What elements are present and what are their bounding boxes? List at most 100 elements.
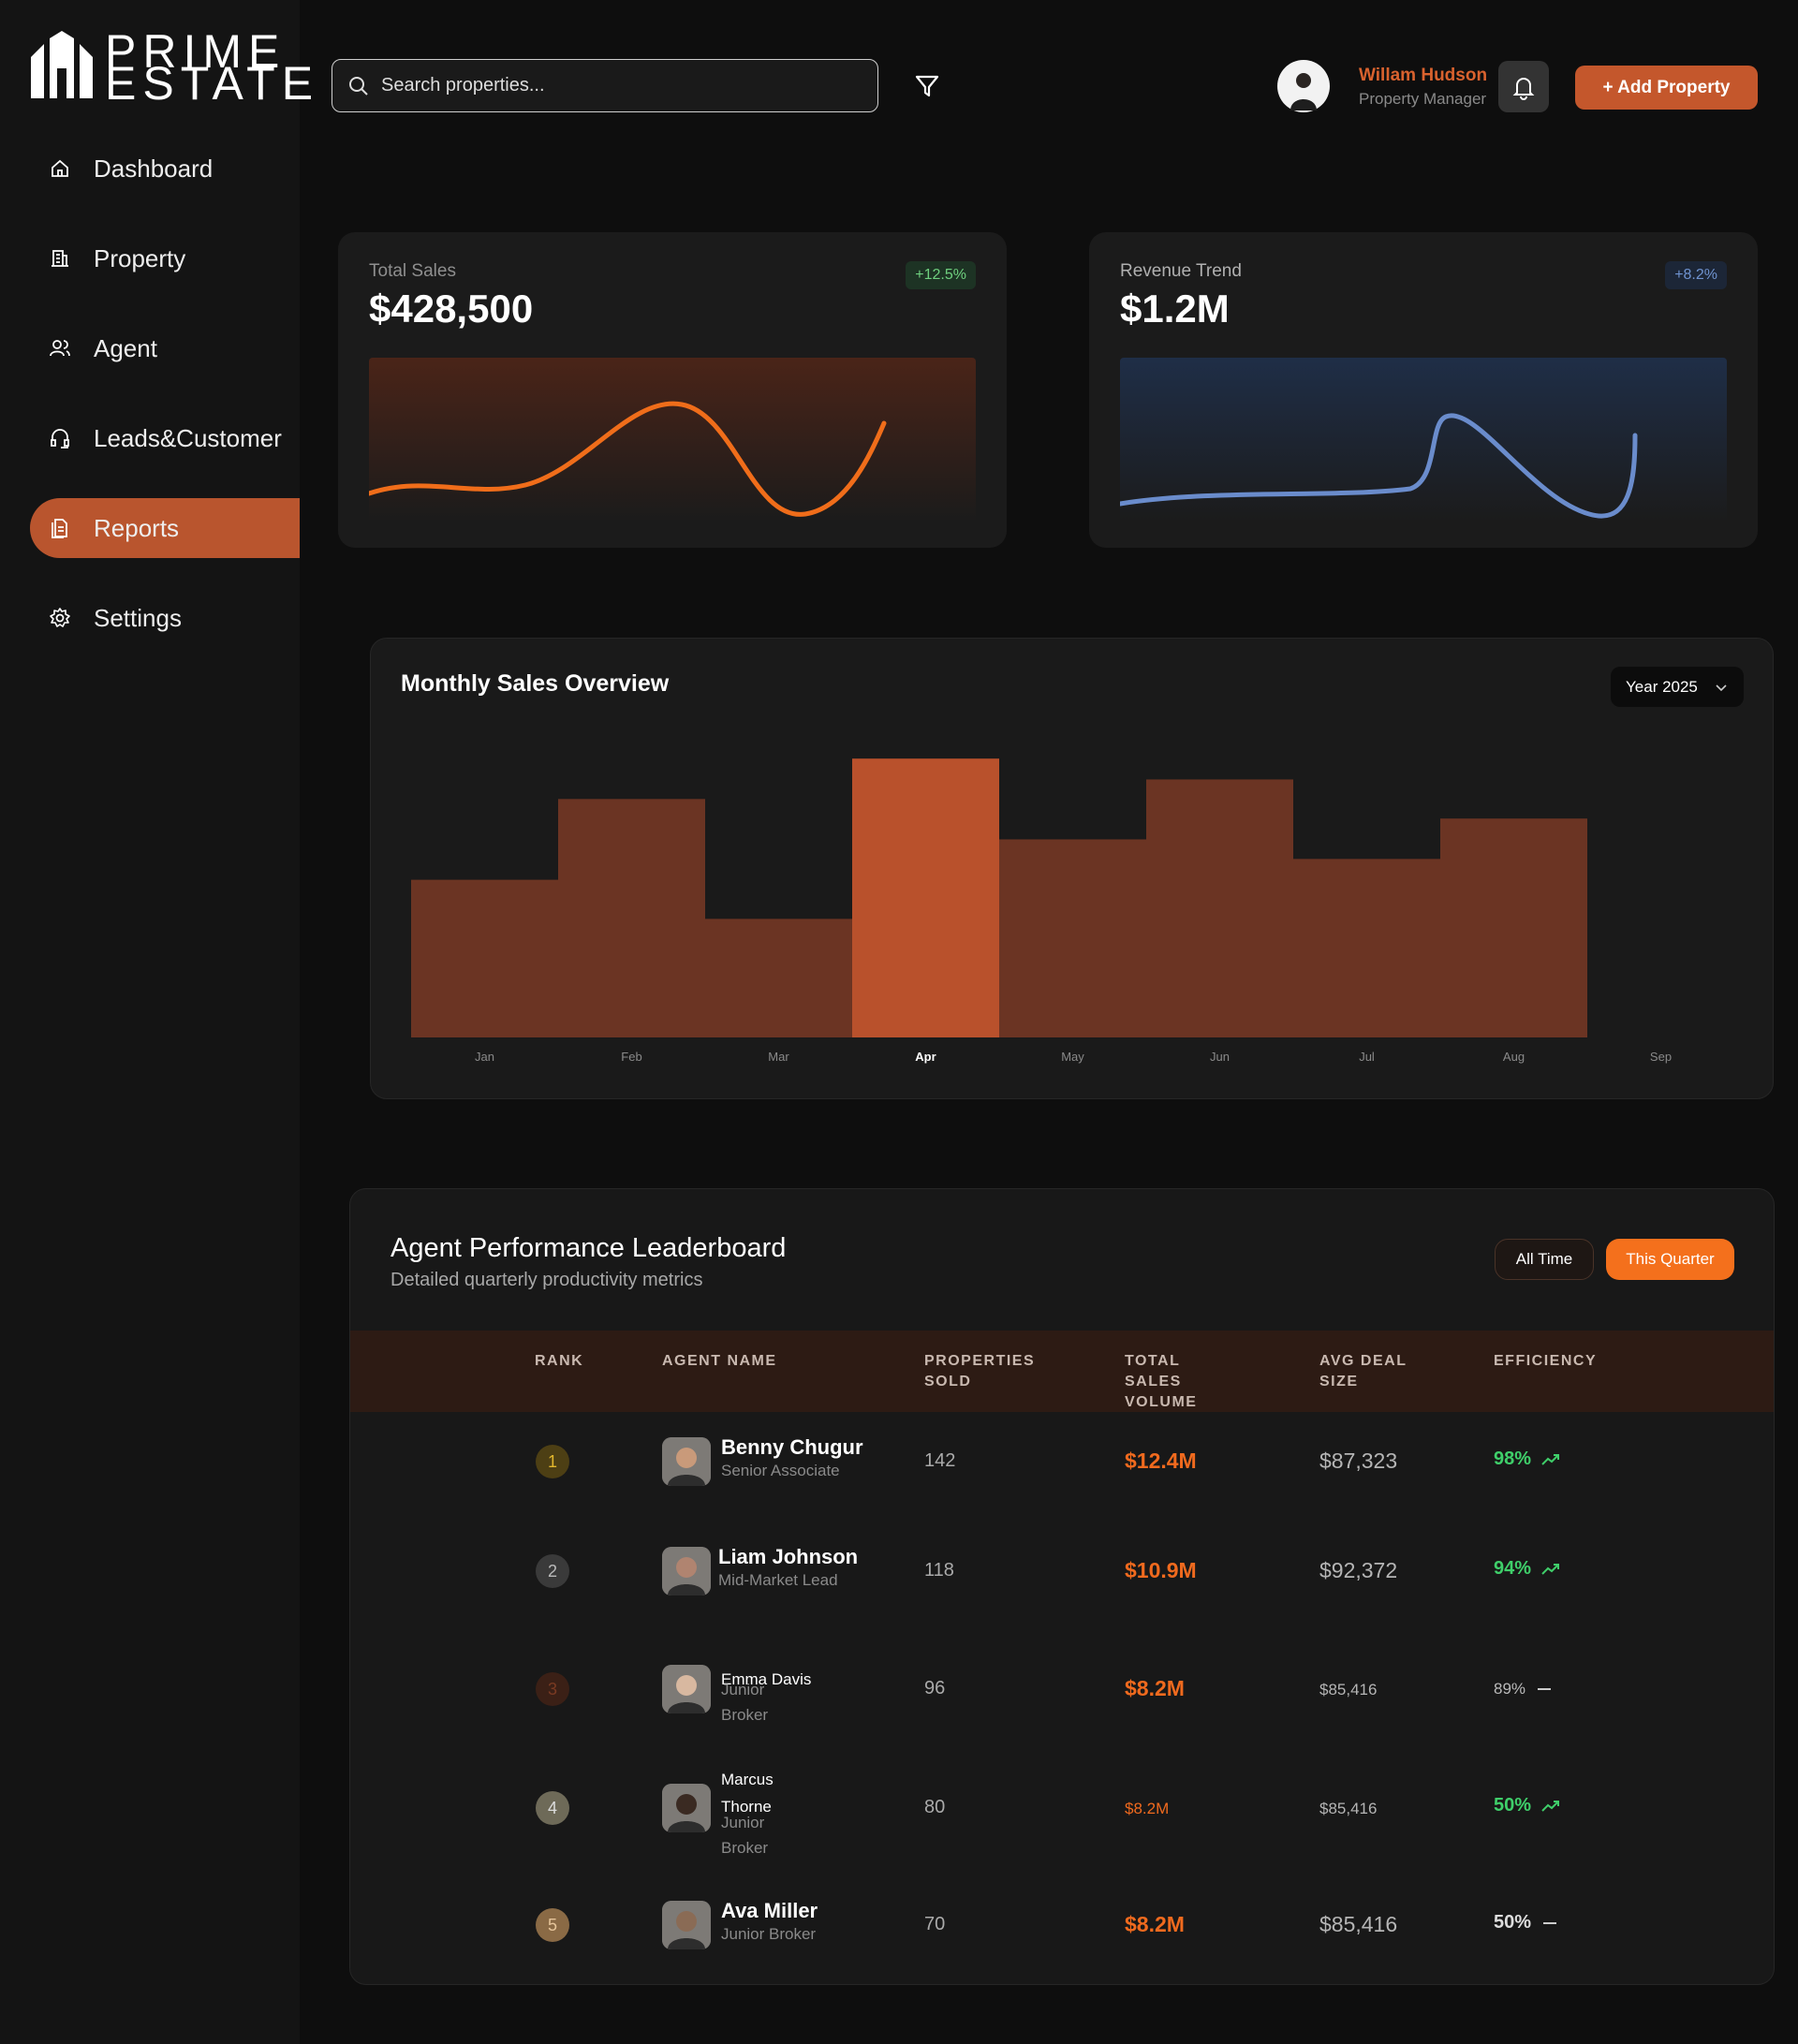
- agent-avatar: [662, 1784, 711, 1832]
- agent-role: Mid-Market Lead: [718, 1571, 838, 1589]
- agent-name: Liam Johnson: [718, 1545, 859, 1568]
- logo-mark: [31, 31, 93, 98]
- trend-flat-icon: [1543, 1921, 1557, 1924]
- nav-icon: [50, 340, 70, 357]
- properties-sold: 142: [924, 1450, 956, 1471]
- efficiency-value: 50%: [1494, 1912, 1532, 1933]
- bar-chart: Jan Feb Mar Apr May Jun Jul Aug Sep: [411, 758, 1672, 1064]
- agent-name: Ava Miller: [721, 1899, 818, 1922]
- period-select[interactable]: Year 2025: [1611, 667, 1744, 707]
- x-tick-label: Jul: [1359, 1050, 1375, 1064]
- filter-button[interactable]: All Time: [1495, 1239, 1594, 1280]
- brand-line: ESTATE: [105, 57, 320, 110]
- trend-flat-icon: [1538, 1688, 1552, 1690]
- bar: [852, 758, 999, 1037]
- properties-sold: 80: [924, 1797, 946, 1817]
- kpi-value: $1.2M: [1120, 287, 1230, 331]
- nav-label: Settings: [94, 603, 182, 632]
- nav-label: Leads&Customer: [94, 423, 282, 452]
- x-tick-label: Jan: [475, 1050, 494, 1064]
- chart-title: Monthly Sales Overview: [401, 670, 670, 697]
- sales-volume: $10.9M: [1125, 1558, 1197, 1582]
- agent-avatar: [662, 1547, 711, 1595]
- efficiency-value: 50%: [1494, 1795, 1532, 1816]
- avatar-photo: [662, 1901, 711, 1949]
- kpi-change: +12.5%: [906, 261, 976, 289]
- nav-label: Property: [94, 243, 186, 272]
- trend-up-icon: [1541, 1800, 1560, 1812]
- nav-label: Reports: [94, 513, 180, 542]
- avatar-photo: [662, 1437, 711, 1486]
- bar: [1293, 859, 1440, 1037]
- avg-deal: $85,416: [1319, 1681, 1378, 1698]
- nav-item[interactable]: Leads&Customer: [30, 408, 300, 468]
- user-role: Property Manager: [1359, 90, 1487, 108]
- user-name: Willam Hudson: [1359, 66, 1488, 85]
- rank-badge: 4: [536, 1791, 569, 1825]
- period-label: Year 2025: [1626, 677, 1698, 696]
- sales-volume: $8.2M: [1125, 1912, 1185, 1936]
- agent-role: Senior Associate: [721, 1462, 840, 1479]
- user-avatar[interactable]: [1277, 60, 1330, 112]
- bar: [705, 919, 852, 1037]
- table-header: [350, 1331, 1774, 1412]
- brand-line: PRIME: [105, 25, 287, 78]
- avg-deal: $85,416: [1319, 1912, 1398, 1936]
- sales-volume: $8.2M: [1125, 1800, 1170, 1817]
- search-placeholder: Search properties...: [381, 75, 545, 96]
- rank-badge: 1: [536, 1445, 569, 1478]
- avg-deal: $92,372: [1319, 1558, 1398, 1582]
- properties-sold: 118: [924, 1560, 954, 1581]
- properties-sold: 96: [924, 1678, 946, 1698]
- table-row: 5 Ava Miller Junior Broker 70 $8.2M $85,416 50…: [350, 1869, 1774, 1981]
- x-tick-label: Mar: [768, 1050, 789, 1064]
- agent-avatar: [662, 1901, 711, 1949]
- efficiency: 50%: [1494, 1795, 1561, 1816]
- nav-icon: [51, 429, 69, 449]
- filter-button[interactable]: This Quarter: [1606, 1239, 1734, 1280]
- nav-item[interactable]: Agent: [30, 318, 300, 378]
- x-tick-label: May: [1061, 1050, 1084, 1064]
- agent-name: Benny Chugur: [721, 1435, 863, 1459]
- sidebar: PRIME ESTATE Dashboard Property Agent Leads…: [0, 0, 313, 2044]
- sparkline: [1120, 358, 1727, 522]
- nav-icon: [52, 250, 68, 267]
- nav-label: Dashboard: [94, 154, 214, 183]
- rank-badge: 5: [536, 1908, 569, 1942]
- efficiency-value: 94%: [1494, 1558, 1532, 1579]
- nav-item[interactable]: Property: [30, 228, 300, 288]
- x-tick-label: Feb: [621, 1050, 641, 1064]
- kpi-value: $428,500: [369, 287, 534, 331]
- agent-name: Marcus Thorne: [721, 1771, 774, 1816]
- trend-up-icon: [1541, 1563, 1560, 1575]
- add-property-button[interactable]: + Add Property: [1575, 66, 1758, 110]
- nav-item[interactable]: Reports: [30, 498, 300, 558]
- notification-button[interactable]: [1498, 61, 1549, 112]
- leaderboard-card: Agent Performance Leaderboard Detailed q…: [349, 1188, 1775, 1985]
- bar: [1440, 818, 1587, 1037]
- efficiency-value: 98%: [1494, 1448, 1532, 1469]
- sparkline: [369, 358, 976, 522]
- search-box[interactable]: Search properties...: [332, 59, 878, 112]
- bar: [411, 879, 558, 1037]
- filter-icon[interactable]: [914, 73, 940, 99]
- nav-item[interactable]: Settings: [30, 588, 300, 648]
- table-row: 3 Emma Davis Junior Broker 96 $8.2M $85,416 89…: [350, 1633, 1774, 1745]
- bar: [1146, 779, 1293, 1037]
- column-header: EFFICIENCY: [1494, 1353, 1598, 1369]
- bell-icon: [1512, 77, 1535, 100]
- trend-up-icon: [1541, 1453, 1560, 1465]
- nav-icon: [52, 159, 68, 177]
- avatar-photo: [662, 1547, 711, 1595]
- chevron: [1716, 684, 1727, 691]
- kpi-change: +8.2%: [1665, 261, 1727, 289]
- leaderboard-subtitle: Detailed quarterly productivity metrics: [391, 1270, 703, 1290]
- agent-role: Junior Broker: [721, 1681, 769, 1724]
- avatar-photo: [662, 1784, 711, 1832]
- table-row: 4 Marcus Thorne Junior Broker 80 $8.2M $85,41…: [350, 1752, 1774, 1864]
- column-header: RANK: [535, 1353, 584, 1369]
- nav-item[interactable]: Dashboard: [30, 139, 300, 199]
- efficiency-value: 89%: [1494, 1680, 1526, 1698]
- agent-role: Junior Broker: [721, 1925, 817, 1943]
